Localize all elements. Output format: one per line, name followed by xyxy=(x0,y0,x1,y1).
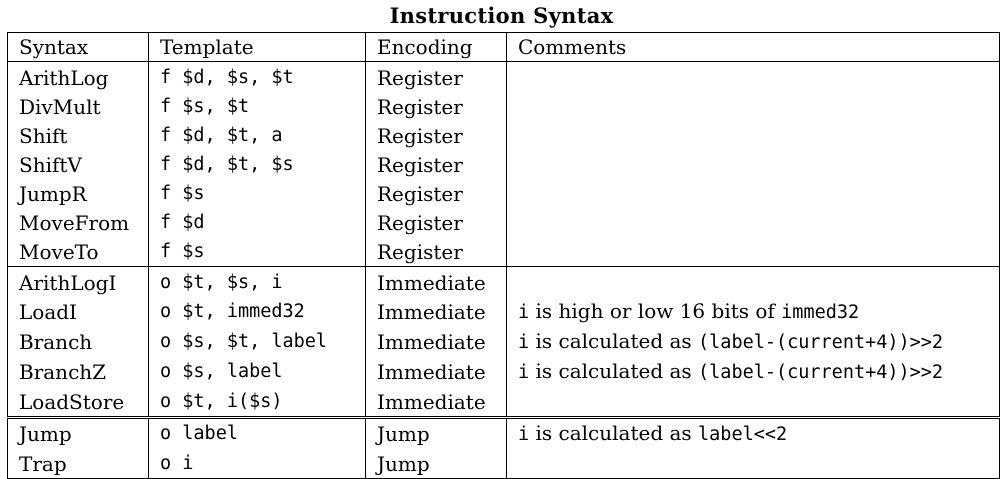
syntax-cell: Shift xyxy=(7,121,149,150)
header-encoding: Encoding xyxy=(365,32,507,62)
template-cell: f $d, $t, a xyxy=(148,121,366,150)
template-cell: f $s, $t xyxy=(148,92,366,121)
table-row: LoadI o $t, immed32 Immediate i is high or … xyxy=(7,297,1000,327)
comment-cell xyxy=(506,61,1000,92)
template-cell: o $t, i($s) xyxy=(148,387,366,418)
encoding-cell: Register xyxy=(365,237,507,267)
table-row: Trap o i Jump xyxy=(7,449,1000,479)
comment-cell: i is calculated as (label-(current+4))>>… xyxy=(506,357,1000,387)
syntax-cell: DivMult xyxy=(7,92,149,121)
encoding-cell: Immediate xyxy=(365,266,507,297)
template-cell: f $s xyxy=(148,179,366,208)
header-row: Syntax Template Encoding Comments xyxy=(7,32,1000,62)
comment-cell: i is calculated as (label-(current+4))>>… xyxy=(506,327,1000,357)
comment-cell xyxy=(506,387,1000,418)
encoding-cell: Register xyxy=(365,121,507,150)
template-cell: o label xyxy=(148,416,366,449)
template-cell: o $s, label xyxy=(148,357,366,387)
encoding-cell: Immediate xyxy=(365,357,507,387)
encoding-cell: Jump xyxy=(365,449,507,479)
table-header: Syntax Template Encoding Comments xyxy=(7,32,1000,62)
template-cell: f $d xyxy=(148,208,366,237)
comment-code: (label-(current+4))>>2 xyxy=(698,332,944,353)
syntax-cell: Trap xyxy=(7,449,149,479)
jump-group: Jump o label Jump i is calculated as label<… xyxy=(7,416,1000,479)
encoding-cell: Immediate xyxy=(365,387,507,418)
table-row: MoveFrom f $d Register xyxy=(7,208,1000,237)
comment-code: i xyxy=(518,302,530,323)
syntax-cell: Branch xyxy=(7,327,149,357)
template-cell: o i xyxy=(148,449,366,479)
comment-text: is calculated as xyxy=(529,329,699,353)
table-row: ArithLogI o $t, $s, i Immediate xyxy=(7,266,1000,297)
encoding-cell: Register xyxy=(365,92,507,121)
comment-code: (label-(current+4))>>2 xyxy=(698,362,944,383)
syntax-cell: ArithLogI xyxy=(7,266,149,297)
encoding-cell: Register xyxy=(365,179,507,208)
encoding-cell: Immediate xyxy=(365,297,507,327)
template-cell: o $s, $t, label xyxy=(148,327,366,357)
immediate-group: ArithLogI o $t, $s, i Immediate LoadI o $t, … xyxy=(7,266,1000,418)
instruction-syntax-table: Syntax Template Encoding Comments ArithL… xyxy=(7,32,1000,479)
syntax-cell: JumpR xyxy=(7,179,149,208)
comment-cell xyxy=(506,449,1000,479)
comment-cell xyxy=(506,150,1000,179)
encoding-cell: Register xyxy=(365,150,507,179)
comment-text: is high or low 16 bits of xyxy=(529,299,782,323)
comment-cell xyxy=(506,92,1000,121)
table-row: DivMult f $s, $t Register xyxy=(7,92,1000,121)
header-template: Template xyxy=(148,32,366,62)
table-title: Instruction Syntax xyxy=(389,3,614,28)
comment-cell: i is calculated as label<<2 xyxy=(506,416,1000,449)
comment-code: i xyxy=(518,332,530,353)
table-row: Shift f $d, $t, a Register xyxy=(7,121,1000,150)
table-row: Branch o $s, $t, label Immediate i is calcu… xyxy=(7,327,1000,357)
syntax-cell: Jump xyxy=(7,416,149,449)
template-cell: o $t, $s, i xyxy=(148,266,366,297)
comment-code: i xyxy=(518,424,530,445)
comment-cell xyxy=(506,121,1000,150)
syntax-cell: LoadStore xyxy=(7,387,149,418)
syntax-cell: ShiftV xyxy=(7,150,149,179)
comment-cell xyxy=(506,179,1000,208)
syntax-cell: LoadI xyxy=(7,297,149,327)
syntax-cell: MoveTo xyxy=(7,237,149,267)
template-cell: f $s xyxy=(148,237,366,267)
table-row: Jump o label Jump i is calculated as label<… xyxy=(7,416,1000,449)
table-row: LoadStore o $t, i($s) Immediate xyxy=(7,387,1000,418)
header-syntax: Syntax xyxy=(7,32,149,62)
comment-cell xyxy=(506,237,1000,267)
table-row: MoveTo f $s Register xyxy=(7,237,1000,267)
syntax-cell: ArithLog xyxy=(7,61,149,92)
template-cell: f $d, $t, $s xyxy=(148,150,366,179)
template-cell: f $d, $s, $t xyxy=(148,61,366,92)
encoding-cell: Register xyxy=(365,61,507,92)
table-row: ShiftV f $d, $t, $s Register xyxy=(7,150,1000,179)
encoding-cell: Jump xyxy=(365,416,507,449)
comment-text: is calculated as xyxy=(529,421,699,445)
comment-cell: i is high or low 16 bits of immed32 xyxy=(506,297,1000,327)
register-group: ArithLog f $d, $s, $t Register DivMult f $s,… xyxy=(7,61,1000,267)
comment-code: i xyxy=(518,362,530,383)
table-row: ArithLog f $d, $s, $t Register xyxy=(7,61,1000,92)
template-cell: o $t, immed32 xyxy=(148,297,366,327)
comment-code: immed32 xyxy=(781,302,860,323)
header-comments: Comments xyxy=(506,32,1000,62)
comment-cell xyxy=(506,266,1000,297)
comment-text: is calculated as xyxy=(529,359,699,383)
syntax-cell: BranchZ xyxy=(7,357,149,387)
comment-code: label<<2 xyxy=(698,424,788,445)
comment-cell xyxy=(506,208,1000,237)
syntax-cell: MoveFrom xyxy=(7,208,149,237)
encoding-cell: Immediate xyxy=(365,327,507,357)
table-row: JumpR f $s Register xyxy=(7,179,1000,208)
table-row: BranchZ o $s, label Immediate i is calculat… xyxy=(7,357,1000,387)
encoding-cell: Register xyxy=(365,208,507,237)
